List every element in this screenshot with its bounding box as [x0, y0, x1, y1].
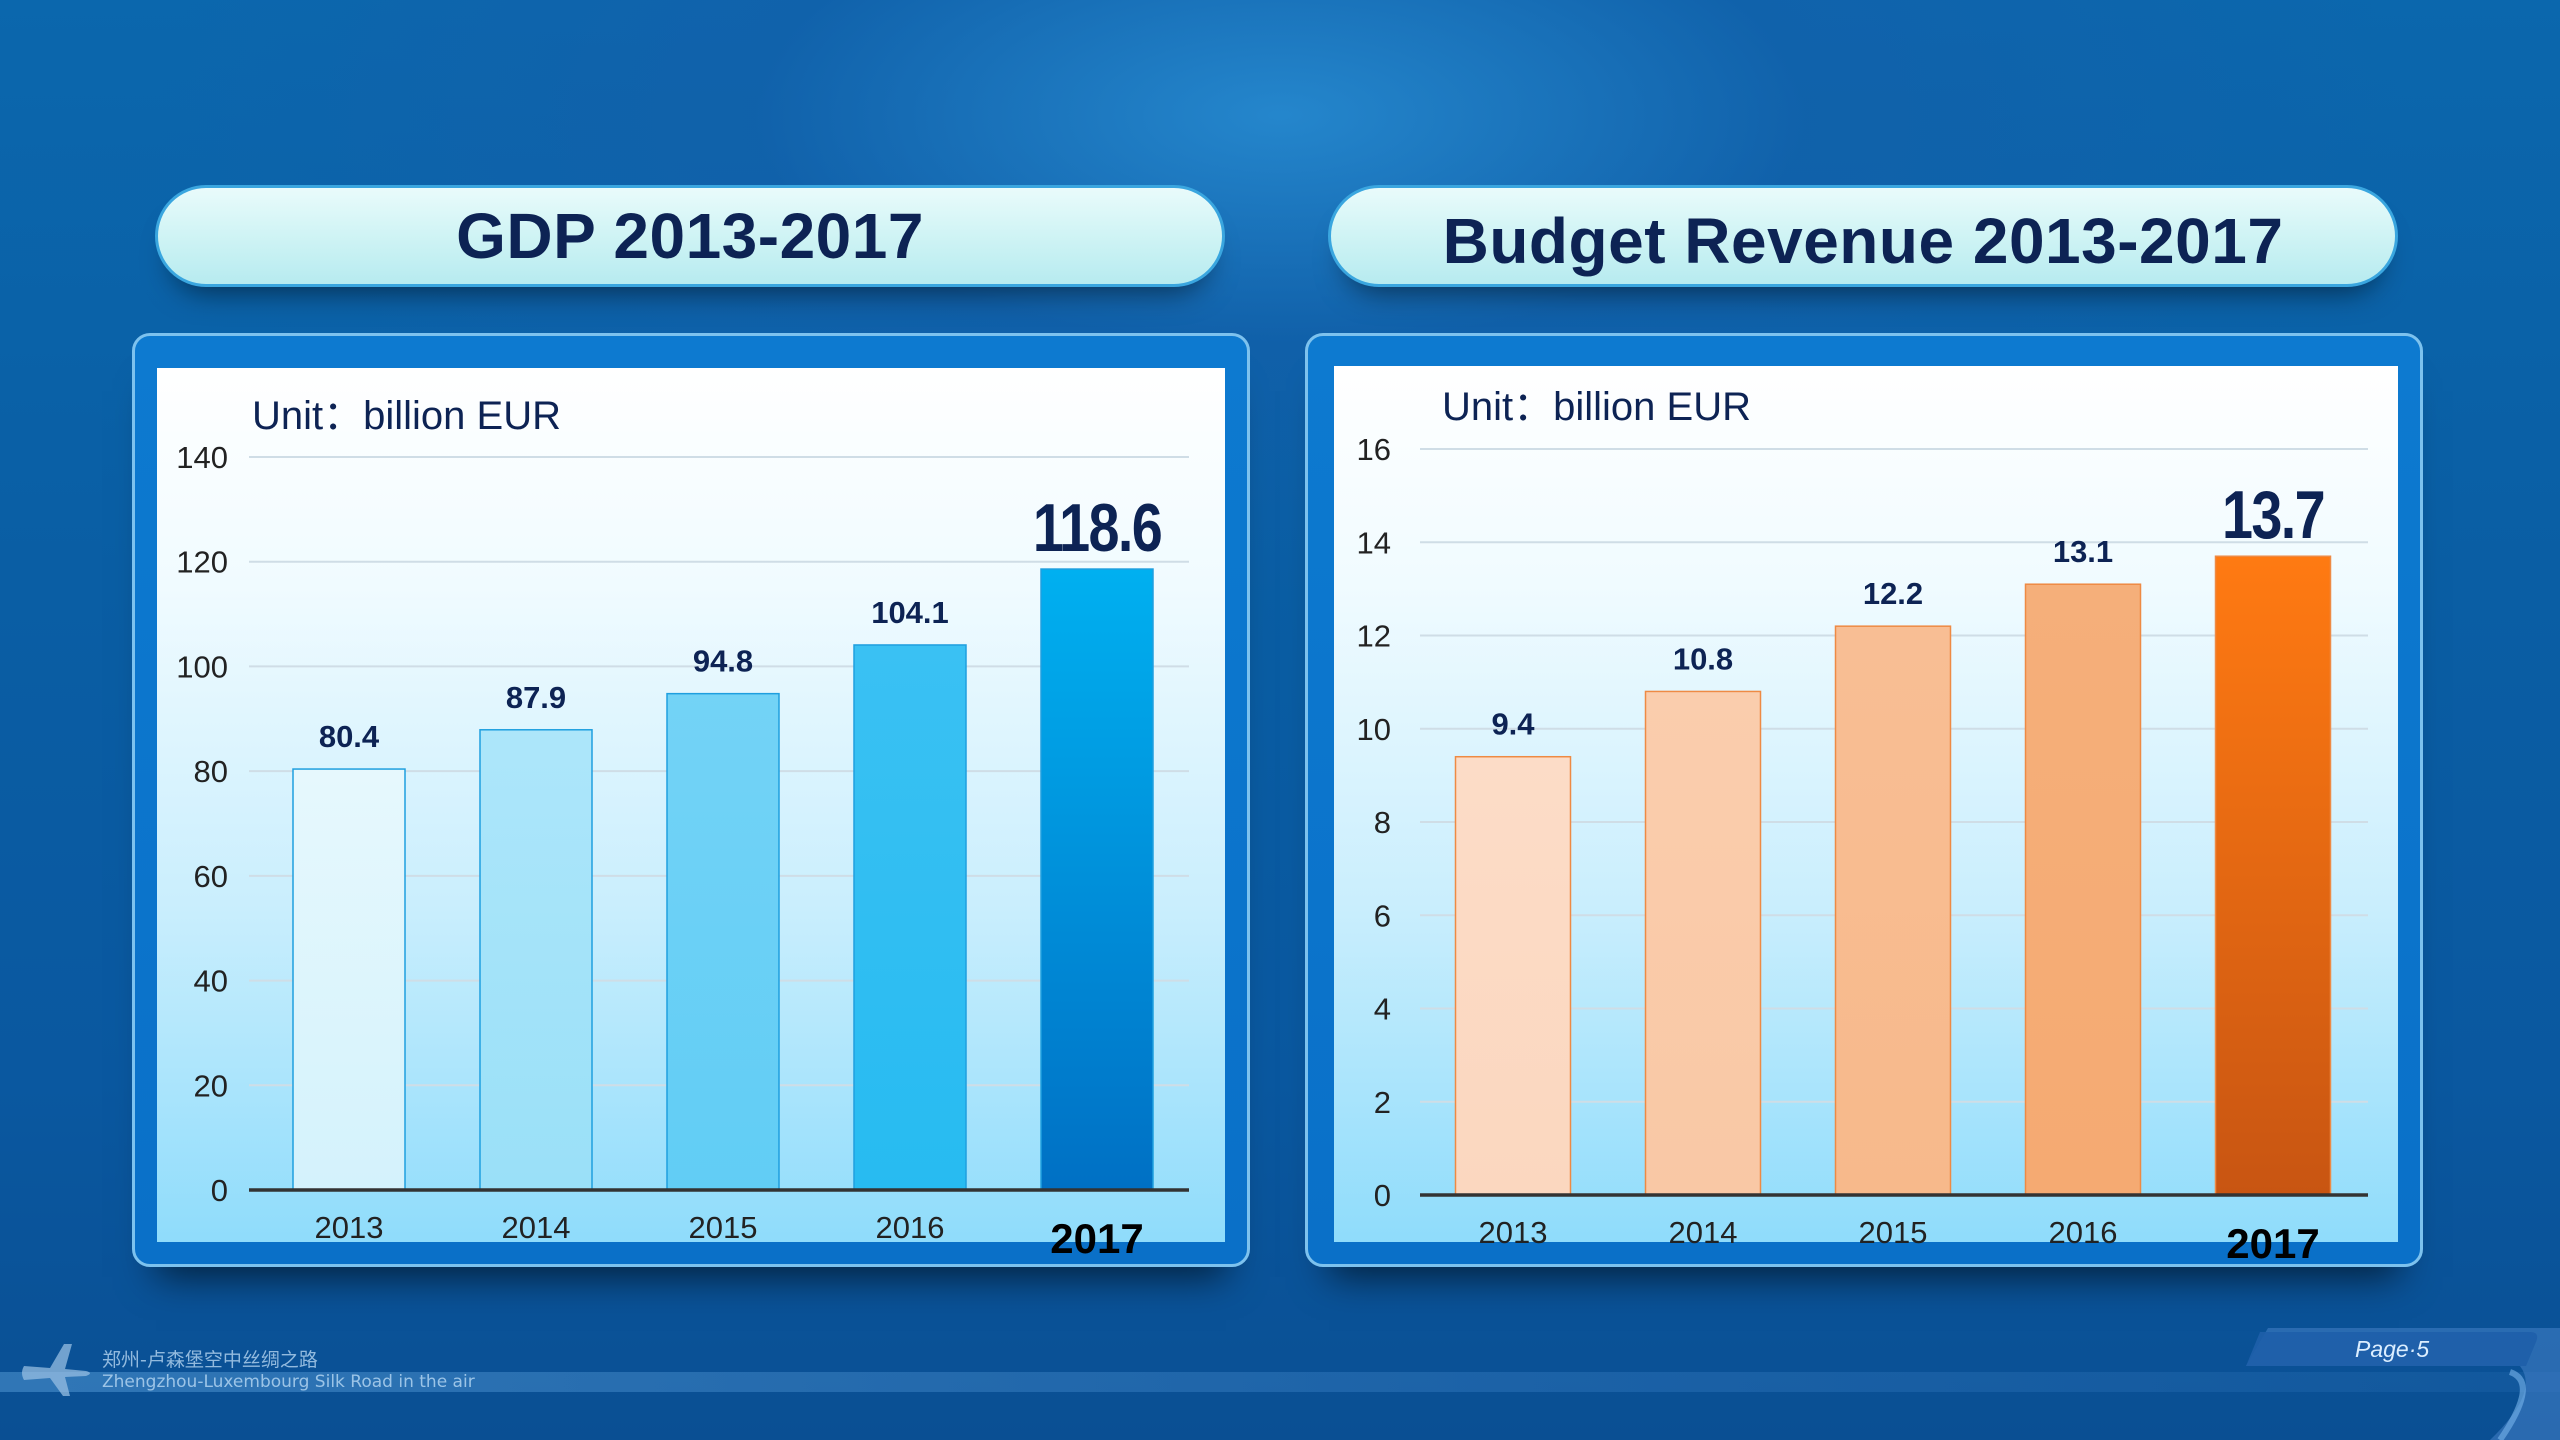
bar-2015 [1834, 625, 1952, 1196]
y-tick-label: 0 [211, 1173, 228, 1208]
gdp-chart-panel: 0 20 40 60 80 100 120 140 Unit：billion EUR 80.4 20… [132, 333, 1250, 1267]
y-tick-label: 12 [1357, 619, 1391, 654]
bar-2014 [1644, 690, 1762, 1196]
budget-bar-chart: 0 2 4 6 8 10 12 14 16 Unit：billion EUR 9.4 2013 10.8… [1357, 385, 2368, 1267]
y-tick-label: 0 [1374, 1178, 1391, 1213]
footer-english-text: Zhengzhou-Luxembourg Silk Road in the ai… [102, 1372, 475, 1392]
bar-2017 [1040, 568, 1154, 1191]
gdp-title-banner: GDP 2013-2017 [155, 185, 1225, 287]
x-tick-label-2013: 2013 [1479, 1215, 1548, 1250]
x-tick-label-2016: 2016 [876, 1210, 945, 1245]
y-tick-label: 16 [1357, 432, 1391, 467]
gdp-bar-chart: 0 20 40 60 80 100 120 140 Unit：billion EUR 80.4 20… [176, 394, 1189, 1262]
x-tick-label-2014: 2014 [502, 1210, 571, 1245]
x-tick-label-2017: 2017 [2226, 1220, 2319, 1267]
y-tick-label: 20 [194, 1068, 228, 1103]
bar-2015 [666, 692, 780, 1191]
y-tick-label: 140 [176, 440, 228, 475]
y-tick-label: 14 [1357, 525, 1391, 560]
x-tick-label-2015: 2015 [1859, 1215, 1928, 1250]
y-tick-label: 80 [194, 754, 228, 789]
footer-band [0, 1372, 2560, 1392]
value-label-2016: 13.1 [2053, 534, 2113, 569]
unit-label: Unit：billion EUR [1442, 385, 1751, 429]
airplane-icon [22, 1344, 90, 1396]
x-tick-label-2016: 2016 [2049, 1215, 2118, 1250]
y-tick-label: 120 [176, 545, 228, 580]
bar-2017 [2214, 555, 2332, 1196]
unit-label: Unit：billion EUR [252, 394, 561, 438]
bar-2016 [2024, 583, 2142, 1196]
value-label-2015: 94.8 [693, 644, 753, 679]
budget-chart-panel: 0 2 4 6 8 10 12 14 16 Unit：billion EUR 9.4 2013 10.8… [1305, 333, 2423, 1267]
y-tick-label: 8 [1374, 805, 1391, 840]
bar-2014 [479, 729, 593, 1191]
value-label-2017: 118.6 [1033, 491, 1161, 566]
y-tick-label: 40 [194, 964, 228, 999]
budget-chart-title: Budget Revenue 2013-2017 [1442, 205, 2284, 277]
bar-2013 [1454, 755, 1572, 1196]
x-tick-label-2015: 2015 [689, 1210, 758, 1245]
value-label-2014: 87.9 [506, 680, 566, 715]
value-label-2013: 80.4 [319, 719, 380, 754]
value-label-2017: 13.7 [2222, 478, 2324, 553]
page-tab [2246, 1328, 2560, 1440]
y-tick-label: 4 [1374, 992, 1391, 1027]
gdp-plot-area: 0 20 40 60 80 100 120 140 Unit：billion EUR 80.4 20… [157, 368, 1225, 1262]
value-label-2014: 10.8 [1673, 641, 1733, 676]
x-tick-label-2017: 2017 [1050, 1215, 1143, 1262]
x-tick-label-2013: 2013 [315, 1210, 384, 1245]
y-tick-label: 2 [1374, 1085, 1391, 1120]
footer-chinese-text: 郑州-卢森堡空中丝绸之路 [102, 1349, 318, 1371]
value-label-2016: 104.1 [871, 595, 949, 630]
page-number: Page·5 [2355, 1336, 2430, 1362]
budget-title-banner: Budget Revenue 2013-2017 [1328, 185, 2398, 287]
y-tick-label: 6 [1374, 898, 1391, 933]
y-tick-label: 60 [194, 859, 228, 894]
value-label-2015: 12.2 [1863, 576, 1923, 611]
bar-2013 [292, 768, 406, 1191]
gdp-chart-title: GDP 2013-2017 [456, 200, 924, 272]
value-label-2013: 9.4 [1491, 707, 1535, 742]
bar-2016 [853, 644, 967, 1191]
y-tick-label: 100 [176, 649, 228, 684]
budget-plot-area: 0 2 4 6 8 10 12 14 16 Unit：billion EUR 9.4 2013 10.8… [1334, 366, 2398, 1267]
y-tick-label: 10 [1357, 712, 1391, 747]
x-tick-label-2014: 2014 [1669, 1215, 1738, 1250]
